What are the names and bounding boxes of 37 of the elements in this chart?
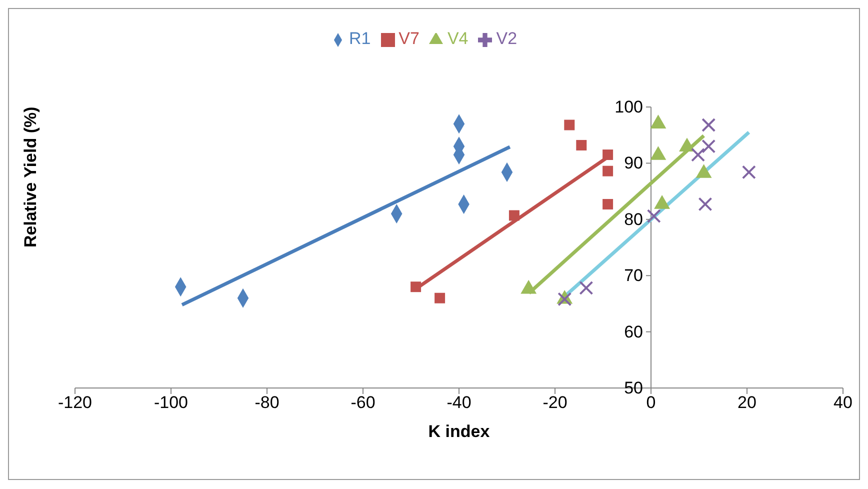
point xyxy=(579,280,594,295)
point xyxy=(410,282,422,292)
y-tick-label: 80 xyxy=(624,210,643,229)
point xyxy=(576,140,587,150)
x-tick-label: -100 xyxy=(154,393,188,412)
y-tick-label: 60 xyxy=(624,322,643,342)
point xyxy=(434,292,446,304)
point xyxy=(602,150,614,160)
x-axis-title: K index xyxy=(428,422,490,442)
point xyxy=(742,165,756,180)
x-tick-label: 40 xyxy=(834,393,852,412)
y-tick-label: 100 xyxy=(614,98,643,116)
point xyxy=(702,118,716,132)
point xyxy=(602,198,614,210)
y-tick-label: 50 xyxy=(624,378,643,398)
point xyxy=(508,210,520,221)
x-tick-label: -20 xyxy=(542,393,568,412)
point xyxy=(698,197,712,212)
y-tick-label: 70 xyxy=(624,266,643,286)
x-tick-label: -60 xyxy=(350,393,376,412)
point xyxy=(558,292,572,306)
x-tick-label: 0 xyxy=(646,393,656,412)
point xyxy=(691,148,706,162)
point xyxy=(564,120,575,130)
point xyxy=(702,139,716,154)
y-axis-title: Relative Yield (%) xyxy=(21,106,40,248)
legend-label: V4 xyxy=(447,29,468,48)
x-tick-label: -120 xyxy=(58,393,92,412)
legend-label: R1 xyxy=(348,29,371,48)
x-tick-label: -80 xyxy=(254,393,280,412)
legend-label: V2 xyxy=(496,29,518,48)
y-tick-label: 90 xyxy=(624,154,643,173)
x-tick-label: -40 xyxy=(446,393,472,412)
x-tick-label: 20 xyxy=(738,393,756,412)
legend-label: V7 xyxy=(398,29,420,48)
point xyxy=(602,166,614,176)
point xyxy=(646,209,661,224)
